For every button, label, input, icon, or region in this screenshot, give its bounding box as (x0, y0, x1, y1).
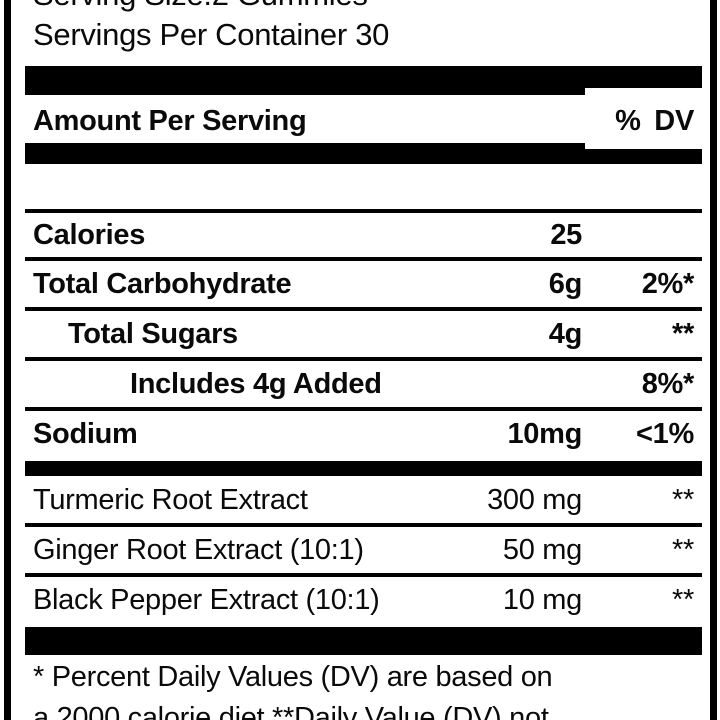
ingredient-amount: 10 mg (502, 584, 582, 616)
separator-above-calories (25, 209, 702, 213)
nutrient-dv: <1% (636, 418, 694, 450)
ingredient-amount: 50 mg (502, 534, 582, 566)
nutrient-row-total-sugars: Total Sugars 4g ** (0, 311, 720, 357)
ingredient-dv: ** (672, 584, 694, 616)
separator (25, 307, 702, 311)
ingredient-row-black-pepper: Black Pepper Extract (10:1) 10 mg ** (0, 577, 720, 623)
section-bar-under-sodium (25, 461, 702, 476)
separator (25, 257, 702, 261)
nutrient-dv: 8%* (641, 368, 695, 400)
serving-size-line: Serving Size:2 Gummies (33, 0, 368, 11)
nutrient-amount: 25 (550, 219, 582, 251)
nutrient-row-added-sugars: Includes 4g Added 8%* (0, 361, 720, 407)
amount-per-serving-label: Amount Per Serving (33, 105, 307, 137)
ingredient-dv: ** (672, 534, 694, 566)
nutrient-dv: 2%* (641, 268, 695, 300)
ingredient-name: Turmeric Root Extract (33, 484, 308, 516)
amount-per-serving-header-row: Amount Per Serving % DV (0, 100, 720, 142)
nutrient-name: Calories (33, 219, 146, 251)
ingredient-name: Black Pepper Extract (10:1) (33, 584, 380, 616)
ingredient-row-ginger: Ginger Root Extract (10:1) 50 mg ** (0, 527, 720, 573)
nutrient-amount: 6g (548, 268, 583, 300)
ingredient-dv: ** (672, 484, 694, 516)
section-bar-top (25, 66, 702, 95)
section-bar-above-footnote (25, 627, 702, 655)
separator (25, 523, 702, 527)
nutrient-name: Total Carbohydrate (33, 268, 292, 300)
separator (25, 407, 702, 411)
nutrient-amount: 4g (548, 318, 583, 350)
nutrient-dv: ** (672, 318, 694, 350)
section-bar-under-header (25, 143, 702, 164)
percent-dv-header: % DV (615, 105, 694, 137)
separator (25, 573, 702, 577)
ingredient-amount: 300 mg (487, 484, 582, 516)
nutrient-amount: 10mg (507, 418, 582, 450)
nutrient-row-sodium: Sodium 10mg <1% (0, 411, 720, 457)
nutrient-name: Includes 4g Added (130, 368, 382, 400)
footnote-line-2: a 2000 calorie diet **Daily Value (DV) n… (33, 702, 549, 720)
ingredient-row-turmeric: Turmeric Root Extract 300 mg ** (0, 477, 720, 523)
nutrient-name: Sodium (33, 418, 138, 450)
nutrient-row-calories: Calories 25 (0, 212, 720, 258)
footnote-line-1: * Percent Daily Values (DV) are based on (33, 661, 553, 693)
label-right-border (710, 0, 717, 720)
nutrient-row-total-carbohydrate: Total Carbohydrate 6g 2%* (0, 261, 720, 307)
nutrient-name: Total Sugars (68, 318, 238, 350)
ingredient-name: Ginger Root Extract (10:1) (33, 534, 364, 566)
servings-per-container-line: Servings Per Container 30 (33, 17, 390, 52)
label-left-border (4, 0, 11, 720)
separator (25, 357, 702, 361)
